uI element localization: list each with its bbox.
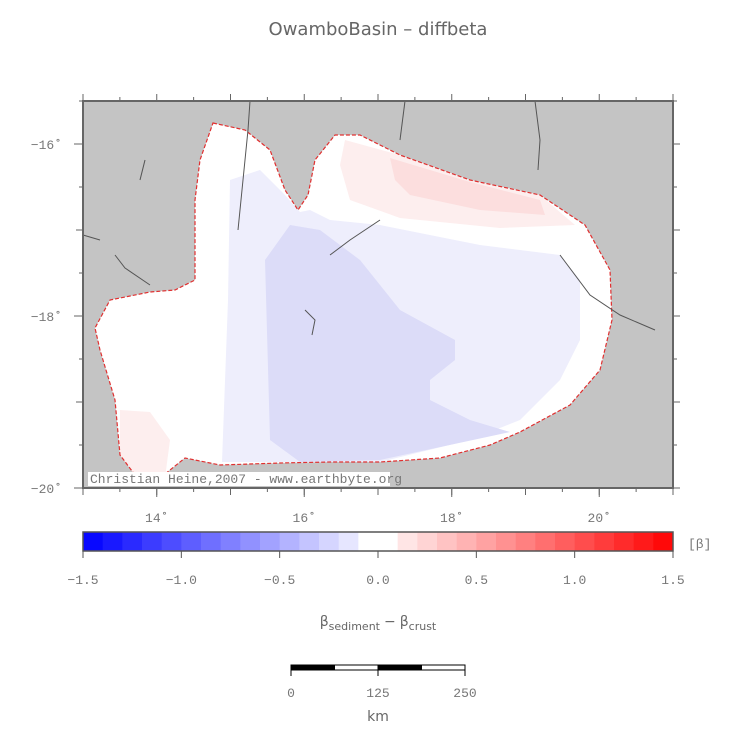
title: OwamboBasin – diffbeta [269, 19, 488, 40]
x-tick-label: 16˚ [293, 511, 316, 526]
colorbar-tick-label: −1.5 [67, 573, 98, 588]
scale-tick-label: 250 [453, 686, 476, 701]
subscript: sediment [329, 620, 381, 633]
colorbar-cell [181, 532, 202, 551]
colorbar-cell [515, 532, 536, 551]
colorbar-tick-label: −1.0 [166, 573, 197, 588]
region-high [120, 410, 170, 478]
y-tick-label: −20˚ [31, 482, 62, 497]
colorbar-cell [555, 532, 576, 551]
basin-outline [94, 122, 613, 479]
colorbar-tick-label: −0.5 [264, 573, 295, 588]
colorbar-cell [574, 532, 595, 551]
colorbar-cell [397, 532, 418, 551]
map: Christian Heine,2007 - www.earthbyte.org… [31, 94, 680, 526]
scale-segment [290, 664, 335, 671]
scale-unit: km [367, 709, 389, 725]
rivers [82, 100, 656, 336]
colorbar-cell [240, 532, 261, 551]
colorbar-cell [201, 532, 222, 551]
y-tick-label: −18˚ [31, 310, 62, 325]
colorbar-cell [437, 532, 458, 551]
colorbar: −1.5 −1.0 −0.5 0.0 0.5 1.0 1.5 [β] [67, 531, 711, 588]
scale-tick-label: 0 [287, 686, 295, 701]
colorbar-cell [220, 532, 241, 551]
operator: − [384, 614, 396, 630]
colorbar-cell [378, 532, 399, 551]
colorbar-cell [260, 532, 281, 551]
colorbar-cell [102, 532, 123, 551]
colorbar-cell [299, 532, 320, 551]
colorbar-cell [653, 532, 674, 551]
colorbar-tick-label: 0.0 [366, 573, 389, 588]
symbol: β [320, 614, 329, 630]
credit: Christian Heine,2007 - www.earthbyte.org [90, 472, 402, 487]
colorbar-tick-label: 1.5 [661, 573, 684, 588]
colorbar-cell [358, 532, 379, 551]
symbol: β [400, 614, 409, 630]
colorbar-tick-label: 0.5 [465, 573, 488, 588]
colorbar-cell [417, 532, 438, 551]
colorbar-cell [633, 532, 654, 551]
colorbar-cell [594, 532, 615, 551]
colorbar-cell [614, 532, 635, 551]
colorbar-label: βsediment − βcrust [320, 614, 437, 633]
scalebar: 0 125 250 [287, 664, 477, 701]
colorbar-cell [319, 532, 340, 551]
colorbar-tick-label: 1.0 [563, 573, 586, 588]
colorbar-cell [83, 532, 104, 551]
y-tick-label: −16˚ [31, 138, 62, 153]
scale-segment [334, 664, 379, 671]
colorbar-cell [161, 532, 182, 551]
x-tick-label: 18˚ [440, 511, 463, 526]
scale-segment [421, 664, 466, 671]
colorbar-cell [279, 532, 300, 551]
region-higher [390, 158, 545, 215]
x-tick-label: 14˚ [145, 511, 168, 526]
colorbar-cell [338, 532, 359, 551]
colorbar-cell [142, 532, 163, 551]
colorbar-cell [496, 532, 517, 551]
subscript: crust [409, 620, 437, 633]
scale-segment [377, 664, 422, 671]
colorbar-cell [476, 532, 497, 551]
region-lower [265, 225, 510, 462]
x-tick-label: 20˚ [588, 511, 611, 526]
colorbar-cell [456, 532, 477, 551]
scale-tick-label: 125 [366, 686, 389, 701]
colorbar-unit: [β] [688, 537, 711, 552]
credit-box [88, 472, 390, 486]
colorbar-cell [535, 532, 556, 551]
colorbar-cell [122, 532, 143, 551]
